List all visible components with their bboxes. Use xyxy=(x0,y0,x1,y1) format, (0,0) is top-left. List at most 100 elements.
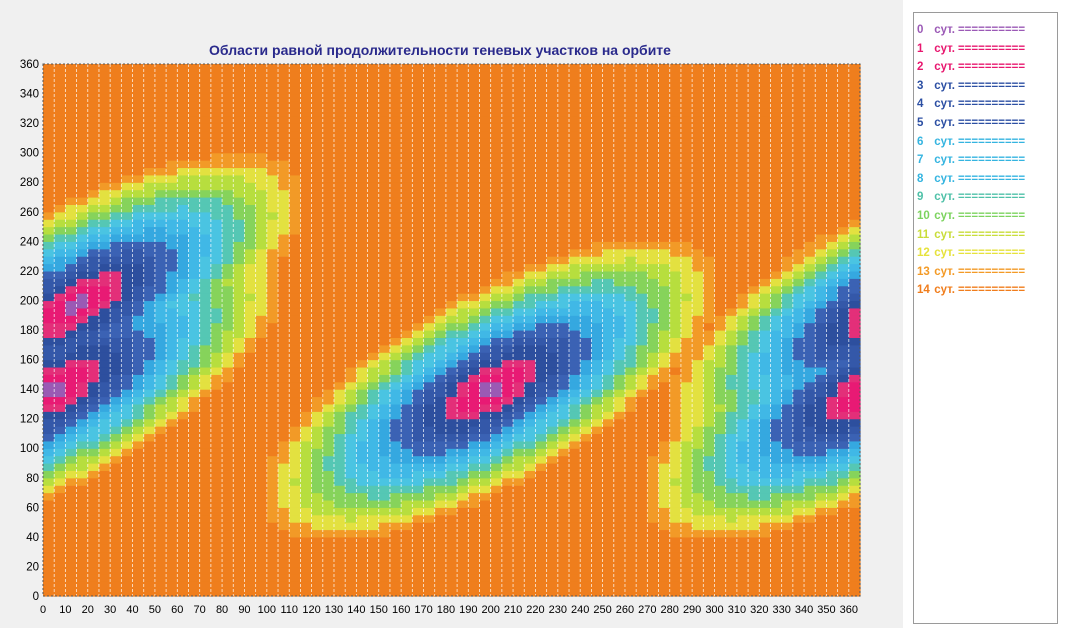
heatmap-cell xyxy=(300,233,313,242)
heatmap-cell xyxy=(535,381,548,390)
heatmap-cell xyxy=(457,396,469,405)
heatmap-cell xyxy=(278,440,290,449)
heatmap-cell xyxy=(535,108,548,117)
heatmap-cell xyxy=(658,115,671,124)
heatmap-cell xyxy=(244,330,257,338)
heatmap-cell xyxy=(401,330,413,338)
heatmap-cell xyxy=(43,64,55,72)
heatmap-cell xyxy=(468,485,481,494)
heatmap-cell xyxy=(289,573,302,582)
heatmap-cell xyxy=(121,130,134,139)
heatmap-cell xyxy=(76,477,89,486)
heatmap-cell xyxy=(154,64,167,72)
heatmap-cell xyxy=(255,411,268,420)
heatmap-cell xyxy=(815,426,828,435)
heatmap-cell xyxy=(65,145,78,154)
heatmap-cell xyxy=(289,418,302,427)
heatmap-cell xyxy=(781,233,794,242)
heatmap-cell xyxy=(468,477,481,486)
heatmap-cell xyxy=(322,485,335,494)
heatmap-cell xyxy=(591,115,604,124)
heatmap-cell xyxy=(121,123,134,132)
heatmap-cell xyxy=(658,522,671,531)
heatmap-cell xyxy=(233,145,246,154)
heatmap-cell xyxy=(557,219,570,228)
heatmap-cell xyxy=(736,381,749,390)
heatmap-cell xyxy=(199,270,212,279)
heatmap-cell xyxy=(781,551,794,560)
heatmap-cell xyxy=(613,315,626,324)
heatmap-cell xyxy=(244,374,257,383)
heatmap-cell xyxy=(311,189,324,198)
heatmap-cell xyxy=(692,256,704,265)
heatmap-cell xyxy=(569,174,581,183)
heatmap-cell xyxy=(98,396,111,405)
heatmap-cell xyxy=(725,463,738,471)
heatmap-cell xyxy=(714,499,727,508)
heatmap-cell xyxy=(300,108,313,117)
heatmap-cell xyxy=(255,167,268,176)
heatmap-cell xyxy=(132,536,145,545)
heatmap-cell xyxy=(345,559,357,568)
heatmap-cell xyxy=(792,145,805,154)
heatmap-cell xyxy=(110,389,122,398)
heatmap-cell xyxy=(736,330,749,338)
heatmap-cell xyxy=(804,470,816,479)
heatmap-cell xyxy=(457,522,469,531)
heatmap-cell xyxy=(210,426,223,435)
heatmap-cell xyxy=(244,366,257,375)
heatmap-cell xyxy=(580,433,592,442)
heatmap-cell xyxy=(569,573,581,582)
heatmap-cell xyxy=(692,307,704,316)
heatmap-cell xyxy=(692,566,704,575)
heatmap-cell xyxy=(535,248,548,257)
heatmap-cell xyxy=(557,226,570,235)
heatmap-cell xyxy=(233,256,246,265)
heatmap-cell xyxy=(714,536,727,545)
heatmap-cell xyxy=(602,492,615,501)
heatmap-cell xyxy=(244,536,257,545)
heatmap-cell xyxy=(378,551,391,560)
heatmap-cell xyxy=(65,315,78,324)
heatmap-cell xyxy=(76,307,89,316)
heatmap-cell xyxy=(255,256,268,265)
chart-panel: Области равной продолжительности теневых… xyxy=(0,0,903,628)
heatmap-cell xyxy=(613,322,626,331)
heatmap-cell xyxy=(569,551,581,560)
heatmap-cell xyxy=(468,137,481,146)
heatmap-cell xyxy=(233,285,246,294)
heatmap-cell xyxy=(624,160,637,169)
heatmap-cell xyxy=(43,559,55,568)
heatmap-cell xyxy=(457,204,469,213)
heatmap-cell xyxy=(759,197,772,205)
heatmap-cell xyxy=(210,374,223,383)
heatmap-cell xyxy=(210,322,223,331)
heatmap-cell xyxy=(210,174,223,183)
heatmap-cell xyxy=(669,463,682,471)
heatmap-cell xyxy=(233,300,246,309)
heatmap-cell xyxy=(602,322,615,331)
heatmap-cell xyxy=(210,293,223,302)
heatmap-cell xyxy=(300,559,313,568)
heatmap-cell xyxy=(770,470,783,479)
heatmap-cell xyxy=(591,182,604,191)
heatmap-cell xyxy=(725,300,738,309)
heatmap-cell xyxy=(98,566,111,575)
heatmap-cell xyxy=(770,374,783,383)
heatmap-cell xyxy=(647,152,660,161)
heatmap-cell xyxy=(423,219,436,228)
heatmap-cell xyxy=(121,86,134,95)
heatmap-cell xyxy=(457,263,469,272)
heatmap-cell xyxy=(636,463,648,471)
heatmap-cell xyxy=(401,256,413,265)
heatmap-cell xyxy=(98,108,111,117)
heatmap-cell xyxy=(322,160,335,169)
heatmap-cell xyxy=(401,219,413,228)
heatmap-cell xyxy=(177,359,190,368)
heatmap-cell xyxy=(714,278,727,287)
heatmap-cell xyxy=(513,145,525,154)
heatmap-cell xyxy=(87,300,100,309)
heatmap-cell xyxy=(188,115,201,124)
heatmap-cell xyxy=(154,93,167,102)
heatmap-cell xyxy=(322,559,335,568)
